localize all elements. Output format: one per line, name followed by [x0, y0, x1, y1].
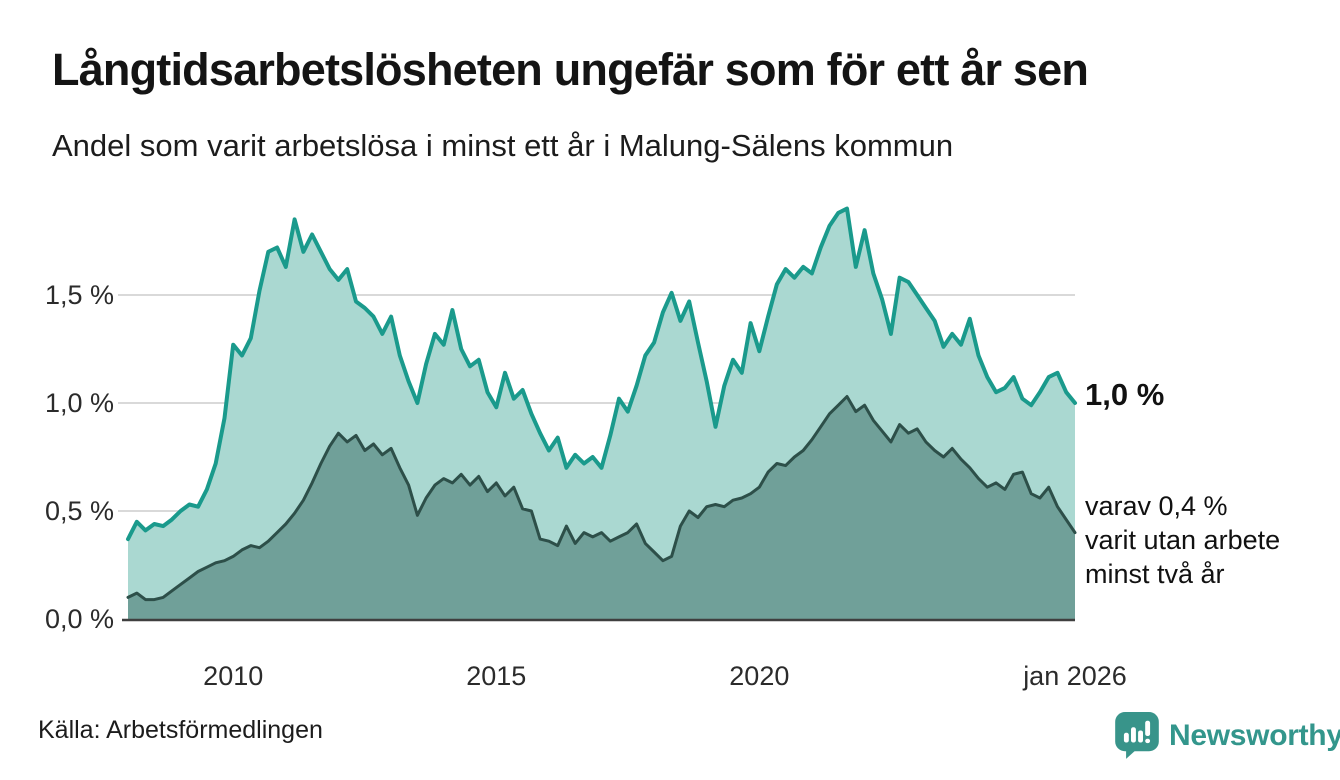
line-minst-tva-ar: [126, 395, 1077, 602]
x-tick-label: 2020: [729, 661, 790, 691]
annotation-line: minst två år: [1085, 559, 1225, 589]
page-title: Långtidsarbetslösheten ungefär som för e…: [52, 44, 1089, 95]
y-tick-label: 0,5 %: [44, 496, 114, 526]
x-tick-label: 2010: [203, 661, 264, 691]
annotation-line: varit utan arbete: [1085, 525, 1281, 555]
y-tick-label: 1,0 %: [44, 388, 114, 418]
newsworthy-chart-bubble-icon: [1115, 712, 1159, 759]
newsworthy-wordmark: Newsworthy: [1169, 719, 1340, 752]
annotation-latest-value: 1,0 %: [1085, 377, 1165, 412]
y-tick-label: 0,0 %: [44, 604, 114, 634]
annotation-two-year-note: varav 0,4 % varit utan arbete minst två …: [1085, 489, 1280, 591]
newsworthy-logo: Newsworthy: [1115, 711, 1340, 761]
annotation-line: varav 0,4 %: [1085, 491, 1228, 521]
source-note: Källa: Arbetsförmedlingen: [38, 716, 323, 744]
y-tick-label: 1,5 %: [44, 280, 114, 310]
line-minst-ett-ar: [126, 206, 1077, 542]
page-subtitle: Andel som varit arbetslösa i minst ett å…: [52, 128, 954, 163]
x-tick-label: jan 2026: [1023, 661, 1127, 691]
x-tick-label: 2015: [466, 661, 527, 691]
area-minst-tva-ar: [128, 396, 1075, 619]
